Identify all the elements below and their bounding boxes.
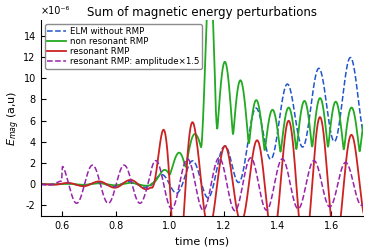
- resonant RMP: amplitude×1.5: (1.24, -2.5e-06): amplitude×1.5: (1.24, -2.5e-06): [233, 209, 237, 212]
- resonant RMP: [81, 185, 86, 188]
- Line: resonant RMP: amplitude×1.5: resonant RMP: amplitude×1.5: [41, 158, 363, 211]
- ELM without RMP: [81, 184, 86, 187]
- non resonant RMP: [144, 184, 148, 187]
- non resonant RMP: [361, 123, 366, 126]
- non resonant RMP: [81, 183, 86, 186]
- resonant RMP: amplitude×1.5: (0.924, 5.32e-07): amplitude×1.5: (0.924, 5.32e-07): [147, 177, 152, 180]
- resonant RMP: [361, 211, 366, 214]
- resonant RMP: [318, 116, 322, 119]
- non resonant RMP: [148, 184, 152, 187]
- resonant RMP: amplitude×1.5: (1.18, 2.26e-06): amplitude×1.5: (1.18, 2.26e-06): [215, 159, 219, 162]
- ELM without RMP: [361, 132, 366, 135]
- ELM without RMP: [178, 187, 183, 190]
- resonant RMP: [38, 183, 43, 186]
- non resonant RMP: [179, 152, 183, 155]
- ELM without RMP: [348, 56, 353, 59]
- ELM without RMP: [215, 166, 220, 169]
- Legend: ELM without RMP, non resonant RMP, resonant RMP, resonant RMP: amplitude×1.5: ELM without RMP, non resonant RMP, reson…: [45, 24, 202, 69]
- resonant RMP: amplitude×1.5: (0.722, 1.58e-06): amplitude×1.5: (0.722, 1.58e-06): [93, 166, 97, 169]
- ELM without RMP: [208, 194, 213, 197]
- resonant RMP: amplitude×1.5: (0.679, -4.07e-07): amplitude×1.5: (0.679, -4.07e-07): [81, 187, 86, 190]
- Line: ELM without RMP: ELM without RMP: [41, 57, 363, 198]
- non resonant RMP: [38, 183, 43, 186]
- Y-axis label: $E_{mag}$ (a,u): $E_{mag}$ (a,u): [6, 90, 22, 146]
- resonant RMP: [93, 181, 97, 184]
- Line: resonant RMP: resonant RMP: [41, 117, 363, 252]
- resonant RMP: amplitude×1.5: (1.15, -4.55e-07): amplitude×1.5: (1.15, -4.55e-07): [208, 187, 213, 191]
- Text: ×10⁻⁶: ×10⁻⁶: [41, 6, 70, 16]
- Title: Sum of magnetic energy perturbations: Sum of magnetic energy perturbations: [87, 6, 317, 19]
- resonant RMP: [215, 182, 220, 185]
- ELM without RMP: [38, 183, 43, 186]
- ELM without RMP: [93, 181, 97, 184]
- resonant RMP: amplitude×1.5: (1.18, 2.48e-06): amplitude×1.5: (1.18, 2.48e-06): [217, 156, 221, 159]
- X-axis label: time (ms): time (ms): [175, 236, 229, 246]
- non resonant RMP: [93, 182, 97, 185]
- resonant RMP: amplitude×1.5: (0.52, -1.11e-09): amplitude×1.5: (0.52, -1.11e-09): [38, 183, 43, 186]
- resonant RMP: amplitude×1.5: (1.04, 5.09e-07): amplitude×1.5: (1.04, 5.09e-07): [178, 177, 183, 180]
- ELM without RMP: [206, 196, 210, 199]
- non resonant RMP: [215, 126, 220, 129]
- Line: non resonant RMP: non resonant RMP: [41, 0, 363, 186]
- resonant RMP: [208, 226, 213, 229]
- resonant RMP: [147, 187, 152, 190]
- ELM without RMP: [147, 184, 152, 187]
- resonant RMP: amplitude×1.5: (1.72, -1.85e-06): amplitude×1.5: (1.72, -1.85e-06): [361, 202, 366, 205]
